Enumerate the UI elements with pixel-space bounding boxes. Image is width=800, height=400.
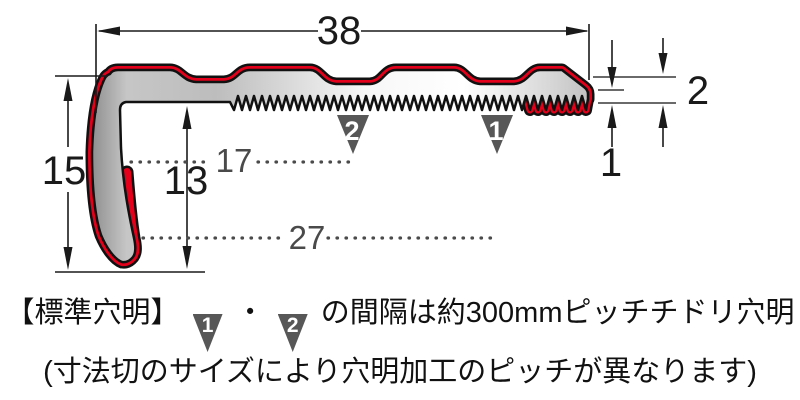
footer-line1-text: の間隔は約300mmピッチチドリ穴明: [320, 297, 795, 329]
dim-width-38: [95, 24, 590, 113]
arrowhead-down-icon: [182, 246, 192, 269]
dim-label-13: 13: [164, 159, 209, 203]
marker-1-number: 1: [488, 116, 503, 146]
footer-line-2: (寸法切のサイズにより穴明加工のピッチが異なります): [0, 352, 800, 392]
marker-triangle-icon: [337, 115, 369, 154]
dim-label-27: 27: [289, 219, 326, 256]
dim-height-15: [55, 75, 205, 273]
arrowhead-up-icon: [63, 78, 73, 101]
hole-marker-1: 1: [481, 115, 513, 154]
footer-heading: 【標準穴明】: [5, 297, 180, 329]
arrowhead-up-icon: [607, 105, 617, 128]
footer-note: 【標準穴明】 1 ・ 2 の間隔は約300mmピッチチドリ穴明 (寸法切のサイズ…: [0, 293, 800, 392]
dim-label-15: 15: [42, 149, 87, 193]
dim-label-2: 2: [687, 69, 709, 113]
dim-arrows-right: [607, 38, 668, 147]
dim-label-1: 1: [600, 141, 622, 185]
footer-line2-text-main: (寸法切のサイズにより穴明加工のピッチが異なります): [43, 356, 757, 388]
footer-separator: ・: [235, 297, 265, 329]
dim-height-13: [182, 106, 192, 269]
arrowhead-down-icon: [658, 53, 668, 74]
marker-2-triangle-icon: 2: [277, 314, 308, 352]
dim-right-reference-lines: [593, 76, 676, 104]
marker-2-number: 2: [344, 116, 359, 146]
arrowhead-right-icon: [566, 26, 589, 36]
hole-marker-2: 2: [337, 115, 369, 154]
footer-line-1: 【標準穴明】 1 ・ 2 の間隔は約300mmピッチチドリ穴明: [0, 293, 800, 352]
dim-label-38: 38: [317, 9, 362, 53]
arrowhead-down-icon: [63, 247, 73, 270]
dim-label-17: 17: [216, 142, 253, 179]
arrowhead-down-icon: [607, 67, 617, 88]
arrowhead-up-icon: [658, 105, 668, 128]
marker-1-triangle-icon: 1: [192, 314, 223, 352]
arrowhead-up-icon: [182, 106, 192, 129]
marker-triangle-icon: [481, 115, 513, 154]
profile-body: [90, 68, 590, 264]
arrowhead-left-icon: [97, 26, 120, 36]
